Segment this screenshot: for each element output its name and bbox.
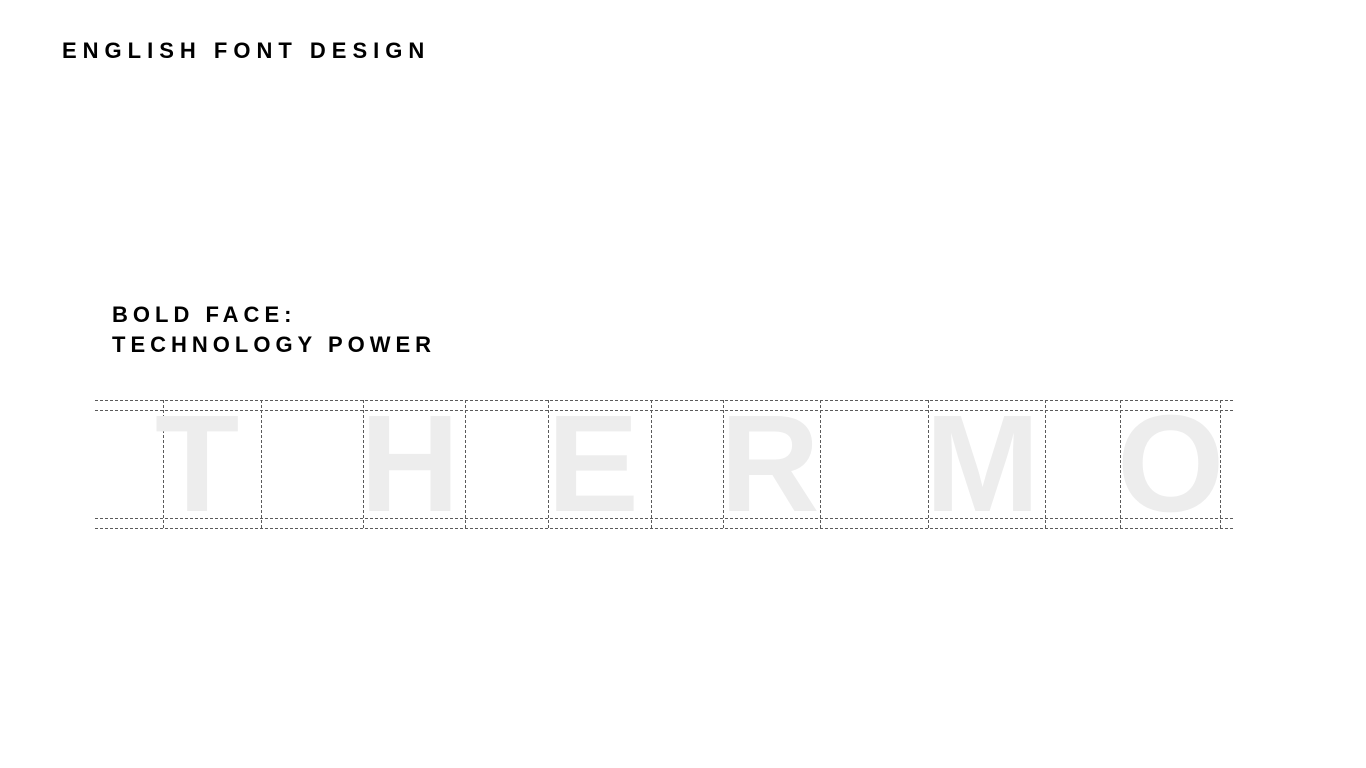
font-specimen-area: THERMO bbox=[95, 400, 1233, 528]
specimen-letter: E bbox=[547, 395, 639, 533]
guide-line-horizontal bbox=[95, 400, 1233, 401]
guide-line-vertical bbox=[261, 400, 262, 528]
specimen-letter: O bbox=[1117, 395, 1224, 533]
subtitle-line-2: TECHNOLOGY POWER bbox=[112, 332, 436, 358]
guide-line-vertical bbox=[1045, 400, 1046, 528]
specimen-letter: T bbox=[155, 395, 239, 533]
specimen-letter: H bbox=[360, 395, 460, 533]
specimen-letter: R bbox=[720, 395, 820, 533]
specimen-letter: M bbox=[925, 395, 1040, 533]
page-title: ENGLISH FONT DESIGN bbox=[62, 38, 430, 64]
guide-line-horizontal bbox=[95, 410, 1233, 411]
guide-line-vertical bbox=[651, 400, 652, 528]
guide-line-vertical bbox=[820, 400, 821, 528]
guide-line-vertical bbox=[465, 400, 466, 528]
guide-line-horizontal bbox=[95, 518, 1233, 519]
subtitle-block: BOLD FACE: TECHNOLOGY POWER bbox=[112, 302, 436, 358]
guide-line-horizontal bbox=[95, 528, 1233, 529]
subtitle-line-1: BOLD FACE: bbox=[112, 302, 436, 328]
